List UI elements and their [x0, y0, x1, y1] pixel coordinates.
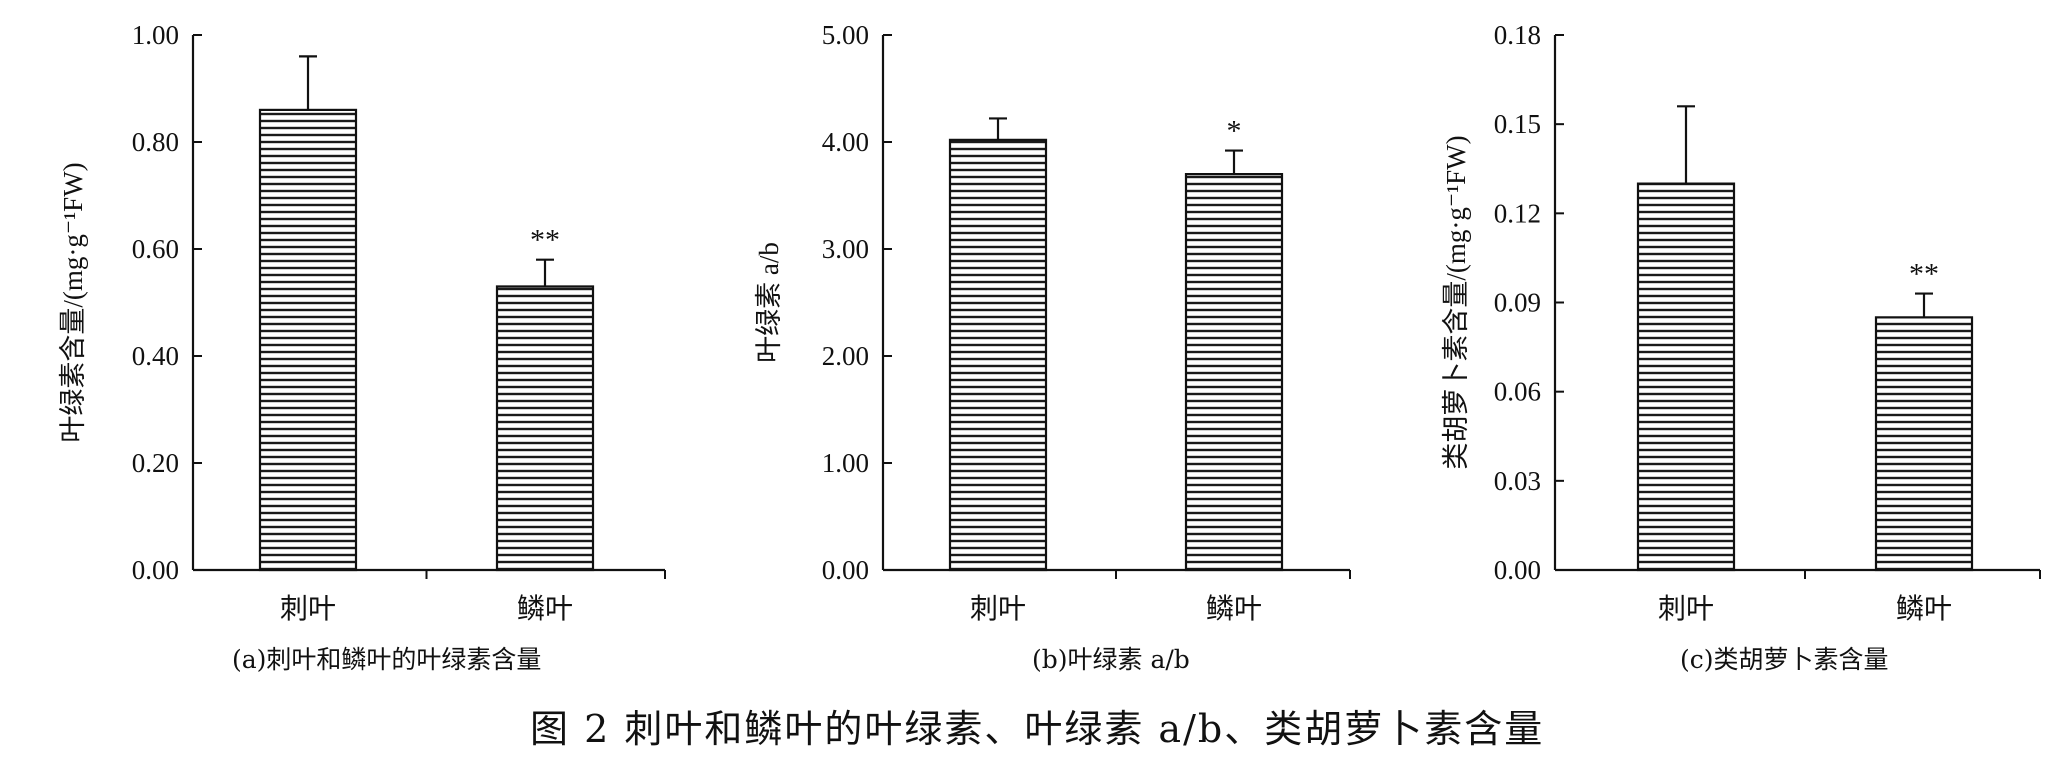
subcaption-b: (b)叶绿素 a/b [1032, 645, 1190, 674]
y-tick-label: 1.00 [132, 20, 179, 50]
y-tick-label: 0.09 [1494, 288, 1541, 318]
y-tick-label: 0.00 [1494, 555, 1541, 585]
significance-mark: ** [530, 224, 560, 257]
y-tick-label: 4.00 [822, 127, 869, 157]
subcaption-a: (a)刺叶和鳞叶的叶绿素含量 [232, 645, 542, 674]
category-label: 刺叶 [280, 592, 336, 625]
bar-2 [495, 285, 595, 572]
bar-1 [1636, 182, 1736, 572]
y-tick-label: 0.60 [132, 234, 179, 264]
bar-2 [1184, 173, 1284, 572]
category-label: 鳞叶 [1206, 592, 1262, 625]
panel-c: 0.00 0.03 0.06 0.09 0.12 0.15 0.18 类胡萝卜素含量/(mg·… [1441, 20, 2041, 625]
chart-panels: 0.00 0.20 0.40 0.60 0.80 1.00 叶绿素含量/(mg·g⁻¹FW)… [58, 20, 2041, 625]
significance-mark: ** [1909, 258, 1939, 291]
category-label: 刺叶 [1658, 592, 1714, 625]
y-tick-label: 0.15 [1494, 109, 1541, 139]
y-tick-label: 0.20 [132, 448, 179, 478]
category-label: 鳞叶 [1896, 592, 1952, 625]
y-tick-label: 0.18 [1494, 20, 1541, 50]
significance-mark: * [1227, 115, 1242, 148]
y-tick-label: 3.00 [822, 234, 869, 264]
subcaption-c: (c)类胡萝卜素含量 [1680, 645, 1889, 674]
y-tick-label: 0.00 [132, 555, 179, 585]
panel-b: 0.00 1.00 2.00 3.00 4.00 5.00 叶绿素 a/b 刺叶 鳞叶 * [754, 20, 1351, 625]
y-axis-title: 类胡萝卜素含量/(mg·g⁻¹FW) [1441, 135, 1471, 469]
bar-1 [258, 108, 358, 572]
category-label: 刺叶 [970, 592, 1026, 625]
y-tick-label: 5.00 [822, 20, 869, 50]
figure-title: 图 2 刺叶和鳞叶的叶绿素、叶绿素 a/b、类胡萝卜素含量 [530, 707, 1545, 751]
y-tick-label: 1.00 [822, 448, 869, 478]
y-tick-label: 0.80 [132, 127, 179, 157]
bar-1 [948, 138, 1048, 572]
y-tick-label: 0.06 [1494, 377, 1541, 407]
y-tick-label: 0.12 [1494, 198, 1541, 228]
y-axis-title: 叶绿素 a/b [754, 242, 784, 363]
y-tick-label: 0.03 [1494, 466, 1541, 496]
y-tick-label: 0.00 [822, 555, 869, 585]
y-axis-title: 叶绿素含量/(mg·g⁻¹FW) [58, 162, 88, 442]
bar-2 [1874, 316, 1974, 572]
y-tick-label: 2.00 [822, 341, 869, 371]
panel-a: 0.00 0.20 0.40 0.60 0.80 1.00 叶绿素含量/(mg·g⁻¹FW)… [58, 20, 666, 625]
category-label: 鳞叶 [517, 592, 573, 625]
y-tick-label: 0.40 [132, 341, 179, 371]
